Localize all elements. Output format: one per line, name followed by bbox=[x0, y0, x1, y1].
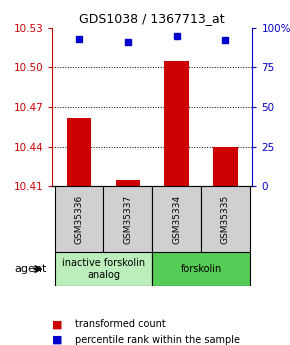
Text: ■: ■ bbox=[52, 319, 63, 329]
Bar bbox=[152, 186, 201, 252]
Text: ■: ■ bbox=[52, 335, 63, 345]
Text: agent: agent bbox=[14, 264, 46, 274]
Bar bbox=[201, 186, 250, 252]
Text: GSM35336: GSM35336 bbox=[75, 195, 84, 244]
Bar bbox=[213, 147, 238, 186]
Text: GSM35334: GSM35334 bbox=[172, 195, 181, 244]
Text: inactive forskolin
analog: inactive forskolin analog bbox=[62, 258, 145, 280]
Bar bbox=[104, 186, 152, 252]
Bar bbox=[116, 180, 140, 186]
Text: forskolin: forskolin bbox=[180, 264, 222, 274]
Text: transformed count: transformed count bbox=[75, 319, 166, 329]
Text: GSM35335: GSM35335 bbox=[221, 195, 230, 244]
Bar bbox=[55, 252, 152, 286]
Text: percentile rank within the sample: percentile rank within the sample bbox=[75, 335, 240, 345]
Bar bbox=[55, 186, 104, 252]
Bar bbox=[67, 118, 91, 186]
Bar bbox=[164, 61, 189, 186]
Text: GSM35337: GSM35337 bbox=[123, 195, 132, 244]
Title: GDS1038 / 1367713_at: GDS1038 / 1367713_at bbox=[79, 12, 225, 25]
Bar bbox=[152, 252, 250, 286]
